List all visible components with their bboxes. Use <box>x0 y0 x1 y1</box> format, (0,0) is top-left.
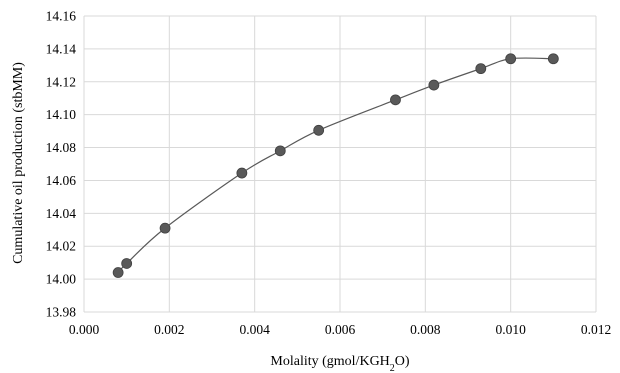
x-axis-title: Molality (gmol/KGH2O) <box>270 354 410 373</box>
y-axis-title: Cumulative oil production (stbMM) <box>11 62 26 264</box>
y-tick-label: 14.12 <box>46 74 76 89</box>
x-tick-label: 0.004 <box>239 322 270 337</box>
series-line <box>117 57 554 273</box>
y-tick-label: 14.14 <box>46 41 77 56</box>
data-point <box>475 63 487 75</box>
grid-lines <box>83 15 597 313</box>
x-tick-label: 0.012 <box>581 322 611 337</box>
data-point <box>313 124 325 136</box>
data-point <box>159 222 171 234</box>
y-tick-label: 13.98 <box>46 305 77 320</box>
data-point <box>428 79 440 91</box>
x-tick-label: 0.008 <box>410 322 441 337</box>
x-tick-label: 0.000 <box>69 322 100 337</box>
x-tick-label: 0.006 <box>325 322 356 337</box>
y-tick-label: 14.08 <box>46 140 77 155</box>
x-tick-labels: 0.000 0.002 0.004 0.006 0.008 0.010 0.012 <box>69 322 611 337</box>
y-tick-label: 14.02 <box>46 239 76 254</box>
data-point <box>547 53 559 65</box>
data-point <box>236 167 248 179</box>
data-point <box>121 258 133 269</box>
x-tick-label: 0.010 <box>495 322 526 337</box>
y-tick-labels: 13.98 14.00 14.02 14.04 14.06 14.08 14.10 14.12… <box>46 9 77 320</box>
data-point <box>505 53 517 65</box>
y-tick-label: 14.06 <box>46 173 77 188</box>
data-point <box>274 145 286 157</box>
y-tick-label: 14.10 <box>46 107 77 122</box>
y-tick-label: 14.00 <box>46 272 77 287</box>
x-tick-label: 0.002 <box>154 322 184 337</box>
y-tick-label: 14.16 <box>46 9 77 24</box>
data-point <box>390 94 401 106</box>
y-tick-label: 14.04 <box>46 206 77 221</box>
data-points <box>112 53 559 278</box>
data-point <box>112 267 124 278</box>
